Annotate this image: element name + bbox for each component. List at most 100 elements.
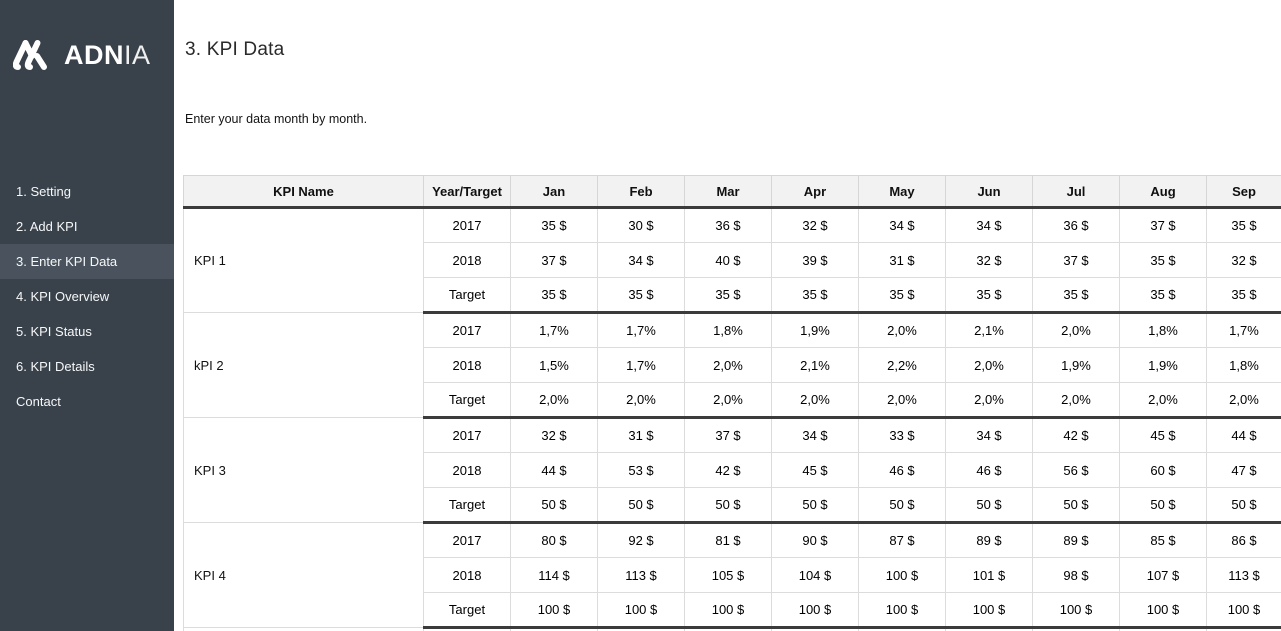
kpi-value-cell[interactable]: 87 $ [858, 522, 946, 558]
kpi-value-cell[interactable]: 31 $ [597, 417, 685, 453]
kpi-value-cell[interactable]: 35 $ [1206, 207, 1281, 243]
kpi-value-cell[interactable]: 100 $ [1119, 592, 1207, 629]
kpi-value-cell[interactable]: 50 $ [510, 487, 598, 524]
kpi-value-cell[interactable]: 89 $ [945, 522, 1033, 558]
kpi-value-cell[interactable]: 32 $ [1206, 242, 1281, 278]
kpi-value-cell[interactable]: 80 $ [510, 522, 598, 558]
kpi-value-cell[interactable]: 44 $ [1206, 417, 1281, 453]
kpi-value-cell[interactable]: 42 $ [684, 452, 772, 488]
kpi-value-cell[interactable]: 107 $ [1119, 557, 1207, 593]
kpi-value-cell[interactable]: 37 $ [1119, 207, 1207, 243]
kpi-value-cell[interactable]: 98 $ [1032, 557, 1120, 593]
kpi-value-cell[interactable]: 100 $ [1206, 592, 1281, 629]
kpi-value-cell[interactable]: 56 $ [1032, 452, 1120, 488]
sidebar-item-3-enter-kpi-data[interactable]: 3. Enter KPI Data [0, 244, 174, 279]
kpi-value-cell[interactable]: 100 $ [597, 592, 685, 629]
kpi-value-cell[interactable]: 2,0% [510, 382, 598, 419]
kpi-value-cell[interactable]: 100 $ [858, 592, 946, 629]
kpi-value-cell[interactable]: 2,0% [684, 382, 772, 419]
kpi-value-cell[interactable]: 50 $ [1119, 487, 1207, 524]
sidebar-item-contact[interactable]: Contact [16, 394, 61, 409]
kpi-value-cell[interactable]: 104 $ [771, 557, 859, 593]
kpi-value-cell[interactable]: 31 $ [858, 242, 946, 278]
kpi-value-cell[interactable]: 35 $ [597, 277, 685, 314]
kpi-value-cell[interactable]: 105 $ [684, 557, 772, 593]
sidebar-item-4-kpi-overview[interactable]: 4. KPI Overview [16, 289, 110, 304]
kpi-value-cell[interactable]: 1,7% [510, 312, 598, 348]
kpi-value-cell[interactable]: 100 $ [1032, 592, 1120, 629]
kpi-value-cell[interactable]: 33 $ [858, 417, 946, 453]
kpi-value-cell[interactable]: 46 $ [858, 452, 946, 488]
kpi-value-cell[interactable]: 1,9% [771, 312, 859, 348]
kpi-value-cell[interactable]: 81 $ [684, 522, 772, 558]
kpi-value-cell[interactable]: 47 $ [1206, 452, 1281, 488]
kpi-value-cell[interactable]: 114 $ [510, 557, 598, 593]
kpi-value-cell[interactable]: 37 $ [1032, 242, 1120, 278]
kpi-value-cell[interactable]: 2,0% [771, 382, 859, 419]
kpi-value-cell[interactable]: 34 $ [858, 207, 946, 243]
kpi-value-cell[interactable]: 35 $ [684, 277, 772, 314]
kpi-value-cell[interactable]: 34 $ [945, 207, 1033, 243]
kpi-value-cell[interactable]: 1,9% [1119, 347, 1207, 383]
kpi-value-cell[interactable]: 35 $ [858, 277, 946, 314]
kpi-value-cell[interactable]: 50 $ [684, 487, 772, 524]
kpi-value-cell[interactable]: 36 $ [684, 207, 772, 243]
kpi-value-cell[interactable]: 35 $ [1032, 277, 1120, 314]
kpi-value-cell[interactable]: 2,1% [771, 347, 859, 383]
kpi-value-cell[interactable]: 46 $ [945, 452, 1033, 488]
kpi-value-cell[interactable]: 37 $ [684, 417, 772, 453]
kpi-value-cell[interactable]: 101 $ [945, 557, 1033, 593]
kpi-value-cell[interactable]: 35 $ [510, 207, 598, 243]
kpi-value-cell[interactable]: 34 $ [771, 417, 859, 453]
kpi-value-cell[interactable]: 2,0% [858, 312, 946, 348]
kpi-value-cell[interactable]: 89 $ [1032, 522, 1120, 558]
kpi-value-cell[interactable]: 2,1% [945, 312, 1033, 348]
kpi-value-cell[interactable]: 113 $ [597, 557, 685, 593]
kpi-value-cell[interactable]: 45 $ [771, 452, 859, 488]
kpi-value-cell[interactable]: 1,7% [597, 312, 685, 348]
sidebar-item-2-add-kpi[interactable]: 2. Add KPI [16, 219, 78, 234]
kpi-value-cell[interactable]: 2,0% [684, 347, 772, 383]
kpi-value-cell[interactable]: 2,0% [945, 347, 1033, 383]
kpi-value-cell[interactable]: 2,0% [1119, 382, 1207, 419]
sidebar-item-6-kpi-details[interactable]: 6. KPI Details [16, 359, 95, 374]
kpi-value-cell[interactable]: 60 $ [1119, 452, 1207, 488]
kpi-value-cell[interactable]: 1,7% [597, 347, 685, 383]
kpi-value-cell[interactable]: 44 $ [510, 452, 598, 488]
kpi-value-cell[interactable]: 2,0% [945, 382, 1033, 419]
kpi-value-cell[interactable]: 100 $ [684, 592, 772, 629]
kpi-value-cell[interactable]: 35 $ [771, 277, 859, 314]
kpi-value-cell[interactable]: 39 $ [771, 242, 859, 278]
kpi-value-cell[interactable]: 32 $ [945, 242, 1033, 278]
kpi-value-cell[interactable]: 100 $ [858, 557, 946, 593]
kpi-value-cell[interactable]: 50 $ [1206, 487, 1281, 524]
kpi-value-cell[interactable]: 53 $ [597, 452, 685, 488]
kpi-value-cell[interactable]: 100 $ [945, 592, 1033, 629]
kpi-value-cell[interactable]: 50 $ [945, 487, 1033, 524]
kpi-value-cell[interactable]: 113 $ [1206, 557, 1281, 593]
kpi-value-cell[interactable]: 1,7% [1206, 312, 1281, 348]
kpi-value-cell[interactable]: 50 $ [597, 487, 685, 524]
sidebar-item-5-kpi-status[interactable]: 5. KPI Status [16, 324, 92, 339]
kpi-value-cell[interactable]: 2,0% [858, 382, 946, 419]
kpi-value-cell[interactable]: 86 $ [1206, 522, 1281, 558]
kpi-value-cell[interactable]: 36 $ [1032, 207, 1120, 243]
kpi-value-cell[interactable]: 40 $ [684, 242, 772, 278]
kpi-value-cell[interactable]: 1,8% [684, 312, 772, 348]
kpi-value-cell[interactable]: 34 $ [597, 242, 685, 278]
kpi-value-cell[interactable]: 35 $ [510, 277, 598, 314]
kpi-value-cell[interactable]: 85 $ [1119, 522, 1207, 558]
kpi-value-cell[interactable]: 35 $ [1119, 242, 1207, 278]
kpi-value-cell[interactable]: 2,0% [1032, 382, 1120, 419]
kpi-value-cell[interactable]: 2,0% [1206, 382, 1281, 419]
kpi-value-cell[interactable]: 92 $ [597, 522, 685, 558]
kpi-value-cell[interactable]: 32 $ [510, 417, 598, 453]
kpi-value-cell[interactable]: 2,0% [1032, 312, 1120, 348]
kpi-value-cell[interactable]: 35 $ [1206, 277, 1281, 314]
kpi-value-cell[interactable]: 1,8% [1119, 312, 1207, 348]
kpi-value-cell[interactable]: 1,8% [1206, 347, 1281, 383]
kpi-value-cell[interactable]: 50 $ [1032, 487, 1120, 524]
kpi-value-cell[interactable]: 30 $ [597, 207, 685, 243]
kpi-value-cell[interactable]: 100 $ [771, 592, 859, 629]
kpi-value-cell[interactable]: 37 $ [510, 242, 598, 278]
